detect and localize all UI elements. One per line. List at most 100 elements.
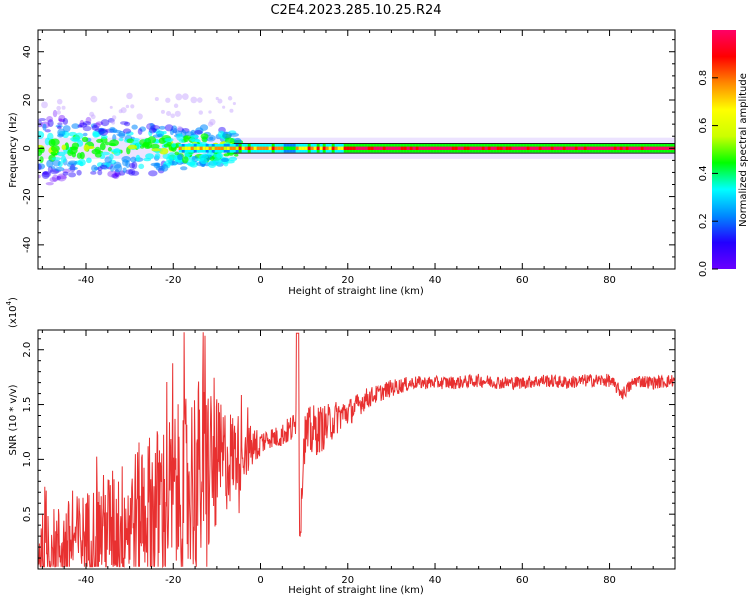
spectrogram-blob [190, 134, 200, 139]
spectrogram-band-core [628, 146, 632, 150]
snr-y-tick-label: 1.0 [22, 451, 33, 467]
spectrogram-blob [57, 151, 66, 157]
spectrogram-band-core [301, 146, 305, 150]
spectrogram-blob [54, 166, 65, 172]
spectrogram-blob [90, 123, 98, 129]
spectrogram-band-core [520, 146, 524, 150]
spectrogram-band-core [244, 146, 248, 150]
snr-x-tick-label: 0 [257, 575, 263, 586]
spectrogram-band-core [442, 146, 446, 150]
spectrogram-speckle [125, 104, 130, 109]
snr-x-tick-label: -40 [78, 575, 94, 586]
spectrogram-band-core [355, 146, 359, 150]
spectrogram-band-core [214, 146, 218, 150]
spectrogram-band-core [481, 146, 485, 150]
spectrogram-blob [91, 124, 99, 131]
spectrogram-blob [112, 172, 120, 180]
spectrogram-band-core [613, 146, 617, 150]
spectrogram-blob [127, 144, 138, 150]
spectrogram-band-core [565, 146, 569, 150]
spectrogram-band-core [313, 146, 317, 150]
spectrogram-blob [132, 140, 140, 145]
spectrogram-blob [67, 160, 78, 166]
spectrogram-blob [77, 158, 86, 167]
spectrogram-blob [97, 127, 106, 135]
spectrogram-blob [68, 172, 77, 178]
spectrogram-blob [109, 139, 120, 147]
spectrogram-speckle [147, 124, 151, 129]
spectrogram-band-core [523, 146, 527, 150]
spectrogram-band-core [343, 146, 347, 150]
spectrogram-blob [71, 142, 80, 149]
spectrogram-band-core [610, 146, 614, 150]
snr-panel: -40 -20 0 20 40 60 80 0.5 1.0 1.5 2.0 Height of s… [5, 297, 676, 596]
spectrogram-blob [51, 174, 59, 182]
spectrogram-blob [91, 164, 98, 172]
spectrogram-blob [148, 130, 153, 137]
spectrogram-band-core [583, 146, 587, 150]
spectrogram-blob [50, 145, 60, 152]
spectrogram-speckle [227, 96, 233, 101]
spectrogram-blob [62, 117, 69, 125]
spectrogram-speckle [196, 97, 203, 103]
spectrogram-y-ticks: -40 -20 0 20 40 [22, 39, 675, 270]
spectrogram-band-core [643, 146, 647, 150]
spectrogram-y-label: Frequency (Hz) [8, 112, 19, 188]
snr-x-label: Height of straight line (km) [288, 585, 424, 596]
spectrogram-blob [39, 156, 44, 163]
spectrogram-band-core [187, 146, 191, 150]
spectrogram-band-core [451, 146, 455, 150]
spectrogram-blob [51, 157, 62, 161]
spectrogram-speckle [89, 111, 95, 117]
spectrogram-band-core [235, 146, 239, 150]
colorbar-tick-label: 0.8 [698, 70, 709, 86]
spectrogram-blob [100, 134, 108, 139]
spectrogram-blob [154, 153, 161, 160]
spectrogram-blob [58, 119, 66, 123]
spectrogram-x-tick-label: 80 [603, 275, 616, 286]
spectrogram-band-core [325, 146, 329, 150]
spectrogram-band-core [265, 146, 269, 150]
spectrogram-band-core [535, 146, 539, 150]
spectrogram-band-core [532, 146, 536, 150]
spectrogram-blob [137, 128, 143, 135]
spectrogram-blob [51, 166, 56, 170]
spectrogram-band-core [529, 146, 533, 150]
spectrogram-y-tick-label: -20 [22, 188, 33, 204]
spectrogram-blob [183, 135, 190, 143]
spectrogram-blob [149, 123, 155, 130]
spectrogram-blob [85, 116, 92, 124]
spectrogram-blob [42, 171, 48, 175]
spectrogram-blob [123, 121, 131, 127]
spectrogram-blob [194, 129, 203, 135]
spectrogram-blob [144, 145, 151, 150]
spectrogram-band-core [547, 146, 551, 150]
spectrogram-speckle [111, 120, 116, 125]
spectrogram-band-core [445, 146, 449, 150]
spectrogram-blob [99, 142, 106, 151]
spectrogram-band-core [334, 146, 338, 150]
spectrogram-blob [56, 125, 62, 130]
spectrogram-blob [38, 163, 46, 170]
spectrogram-band-core [331, 146, 335, 150]
spectrogram-band-core [250, 146, 254, 150]
spectrogram-blob [79, 151, 85, 160]
spectrogram-blob [100, 151, 110, 156]
spectrogram-blob [42, 172, 51, 176]
colorbar-tick-label: 0.6 [698, 118, 709, 134]
spectrogram-band-core [409, 146, 413, 150]
spectrogram-band-core [220, 146, 224, 150]
spectrogram-speckle [56, 98, 63, 105]
spectrogram-speckle [166, 110, 172, 117]
spectrogram-speckle [56, 110, 61, 115]
spectrogram-panel: -40 -20 0 20 40 60 80 -40 -20 0 20 40 Height of st… [8, 29, 676, 297]
spectrogram-blob [228, 156, 238, 162]
spectrogram-blob [181, 156, 189, 164]
spectrogram-blob [49, 177, 58, 183]
spectrogram-band-core [376, 146, 380, 150]
spectrogram-blob [77, 124, 83, 128]
spectrogram-blob [171, 143, 176, 148]
spectrogram-blob [200, 133, 209, 140]
spectrogram-blob [47, 165, 53, 173]
